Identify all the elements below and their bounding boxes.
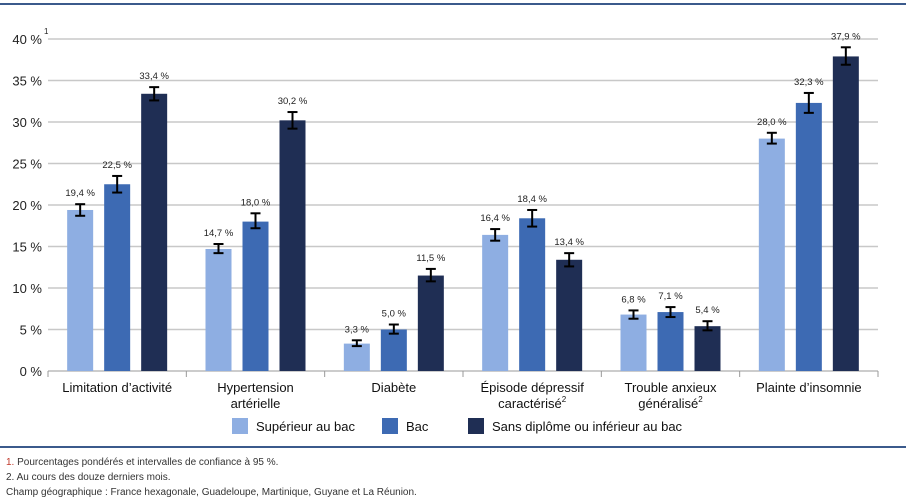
bar — [242, 221, 269, 371]
bar — [832, 56, 859, 372]
legend-swatch — [382, 418, 398, 434]
bar — [795, 102, 822, 371]
data-label: 18,0 % — [241, 197, 271, 208]
bar — [482, 234, 509, 371]
data-label: 11,5 % — [416, 253, 445, 264]
data-label: 37,9 % — [831, 31, 861, 42]
x-category-label: Limitation d’activité — [62, 380, 172, 395]
bar — [380, 329, 407, 371]
x-category-label: Épisode dépressif — [480, 380, 584, 395]
data-label: 18,4 % — [517, 194, 547, 205]
data-label: 3,3 % — [345, 324, 370, 335]
x-category-label: généralisé2 — [638, 395, 703, 411]
x-category-label: artérielle — [231, 396, 281, 411]
y-tick-label: 15 % — [12, 240, 42, 255]
y-tick-label: 25 % — [12, 157, 42, 172]
legend-swatch — [232, 418, 248, 434]
bar — [620, 314, 647, 371]
bar — [519, 218, 546, 371]
data-label: 6,8 % — [621, 294, 646, 305]
x-category-label: Diabète — [371, 380, 416, 395]
bar — [694, 326, 721, 371]
footnote-2: 2. Au cours des douze derniers mois. — [6, 472, 171, 483]
footnote-1-number: 1. — [6, 457, 15, 468]
data-label: 28,0 % — [757, 117, 787, 128]
data-label: 30,2 % — [278, 96, 308, 107]
footnote-1: 1. Pourcentages pondérés et intervalles … — [6, 457, 278, 468]
x-category-label: caractérisé2 — [498, 395, 567, 411]
legend-swatch — [468, 418, 484, 434]
data-label: 5,4 % — [695, 305, 720, 316]
data-label: 7,1 % — [658, 291, 683, 302]
bar — [758, 138, 785, 371]
bar — [417, 275, 444, 371]
bar — [141, 93, 168, 371]
bar — [657, 312, 684, 371]
data-label: 14,7 % — [204, 228, 234, 239]
footnote-champ: Champ géographique : France hexagonale, … — [6, 487, 417, 498]
y-tick-label: 20 % — [12, 198, 42, 213]
y-tick-label: 5 % — [20, 323, 43, 338]
data-label: 13,4 % — [554, 237, 584, 248]
data-label: 33,4 % — [139, 71, 169, 82]
data-label: 19,4 % — [65, 188, 95, 199]
y-tick-label: 10 % — [12, 281, 42, 296]
bar-chart: 0 % 5 % 10 % 15 % 20 % 25 % 30 % 35 % 40 %1 Limit… — [0, 3, 906, 448]
data-label: 5,0 % — [382, 309, 407, 320]
bar — [556, 259, 583, 371]
bar — [279, 120, 306, 371]
bar — [205, 248, 232, 371]
data-label: 16,4 % — [480, 213, 510, 224]
x-category-label: Plainte d’insomnie — [756, 380, 862, 395]
legend-label: Bac — [406, 419, 429, 434]
x-category-label: Hypertension — [217, 380, 294, 395]
footnote-1-text: Pourcentages pondérés et intervalles de … — [14, 457, 279, 468]
legend-label: Supérieur au bac — [256, 419, 356, 434]
bar — [67, 209, 94, 371]
bar — [343, 343, 370, 371]
data-label: 32,3 % — [794, 77, 824, 88]
data-label: 22,5 % — [102, 160, 132, 171]
legend-label: Sans diplôme ou inférieur au bac — [492, 419, 683, 434]
y-tick-label: 0 % — [20, 364, 43, 379]
y-tick-label: 35 % — [12, 74, 42, 89]
x-category-label: Trouble anxieux — [624, 380, 717, 395]
bar — [104, 184, 131, 371]
y-tick-label: 30 % — [12, 115, 42, 130]
y-tick-label: 40 % — [12, 32, 42, 47]
y-axis-footnote-marker: 1 — [44, 27, 49, 36]
